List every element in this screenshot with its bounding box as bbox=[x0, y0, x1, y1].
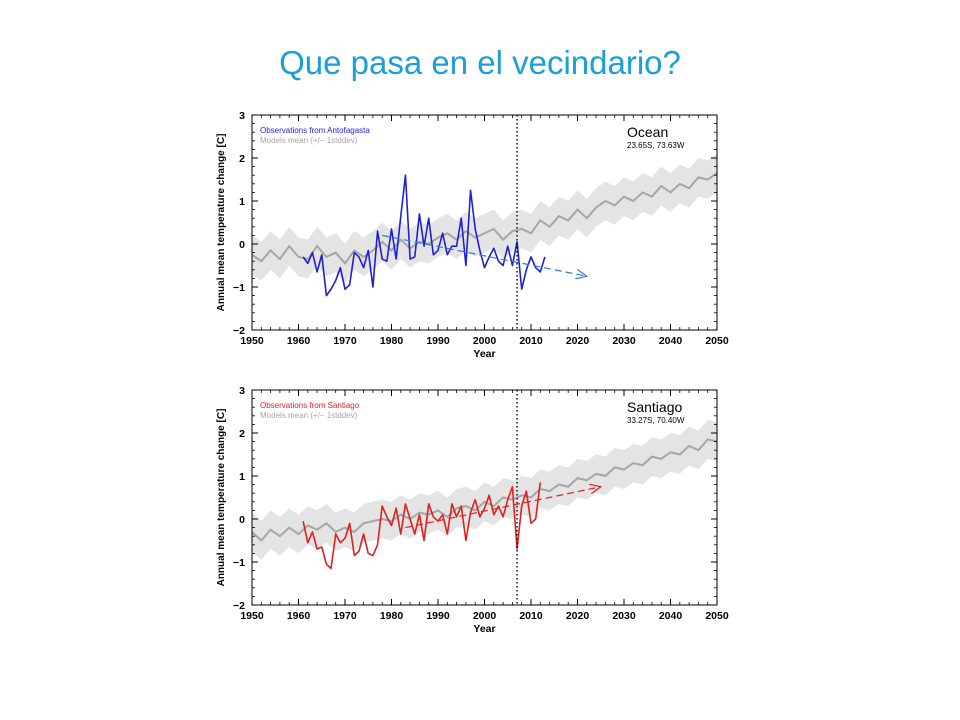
x-tick-label: 1990 bbox=[426, 610, 450, 622]
model-mean-line bbox=[251, 438, 718, 542]
x-tick-label: 2010 bbox=[519, 610, 543, 622]
legend-models: Models mean (+/− 1stddev) bbox=[260, 136, 358, 145]
x-tick-label: 2030 bbox=[612, 335, 636, 347]
x-tick-label: 1980 bbox=[380, 610, 404, 622]
trend-arrow bbox=[405, 487, 600, 529]
x-tick-label: 1980 bbox=[380, 335, 404, 347]
x-tick-label: 1950 bbox=[240, 335, 264, 347]
x-tick-label: 2040 bbox=[659, 335, 683, 347]
y-axis-label: Annual mean temperature change [C] bbox=[216, 409, 227, 587]
x-tick-label: 2020 bbox=[566, 335, 590, 347]
y-tick-label: −2 bbox=[233, 325, 245, 337]
y-tick-label: −2 bbox=[233, 600, 245, 612]
place-label: Ocean bbox=[627, 124, 668, 140]
y-tick-label: 1 bbox=[239, 471, 245, 483]
x-tick-label: 1960 bbox=[287, 610, 311, 622]
x-tick-label: 1970 bbox=[333, 335, 357, 347]
place-label: Santiago bbox=[627, 399, 682, 415]
slide-title: Que pasa en el vecindario? bbox=[279, 44, 681, 81]
y-tick-label: 0 bbox=[239, 514, 245, 526]
coordinates-label: 23.65S, 73.63W bbox=[627, 141, 685, 150]
y-tick-label: 3 bbox=[239, 110, 245, 122]
ocean-temperature-chart: 1950 1960 1970 1980 1990 2000 2010 2020 2030 2040… bbox=[216, 110, 729, 360]
model-mean-line bbox=[251, 172, 718, 265]
x-tick-label: 2050 bbox=[705, 335, 729, 347]
x-tick-label: 2050 bbox=[705, 610, 729, 622]
observations-line bbox=[302, 174, 546, 297]
x-tick-label: 2020 bbox=[566, 610, 590, 622]
legend-observations: Observations from Santiago bbox=[260, 401, 360, 410]
model-spread-band bbox=[252, 420, 717, 560]
observations-line bbox=[302, 482, 542, 570]
y-tick-label: 0 bbox=[239, 239, 245, 251]
legend-observations: Observations from Antofagasta bbox=[260, 126, 370, 135]
x-tick-label: 2030 bbox=[612, 610, 636, 622]
y-tick-label: 2 bbox=[239, 428, 245, 440]
y-tick-label: 1 bbox=[239, 196, 245, 208]
x-axis-label: Year bbox=[473, 348, 495, 360]
y-tick-label: 3 bbox=[239, 385, 245, 397]
x-tick-label: 2040 bbox=[659, 610, 683, 622]
y-axis-label: Annual mean temperature change [C] bbox=[216, 134, 227, 312]
x-tick-label: 1960 bbox=[287, 335, 311, 347]
x-tick-label: 1950 bbox=[240, 610, 264, 622]
santiago-temperature-chart: 1950 1960 1970 1980 1990 2000 2010 2020 2030 2040… bbox=[216, 385, 729, 635]
y-tick-label: −1 bbox=[233, 557, 245, 569]
y-tick-label: −1 bbox=[233, 282, 245, 294]
trend-arrow bbox=[382, 234, 587, 276]
x-tick-label: 2000 bbox=[473, 335, 497, 347]
x-tick-label: 2000 bbox=[473, 610, 497, 622]
x-tick-label: 1990 bbox=[426, 335, 450, 347]
coordinates-label: 33.27S, 70.40W bbox=[627, 416, 685, 425]
y-tick-label: 2 bbox=[239, 153, 245, 165]
model-spread-band bbox=[252, 153, 717, 283]
x-tick-label: 1970 bbox=[333, 610, 357, 622]
x-axis-label: Year bbox=[473, 623, 495, 635]
legend-models: Models mean (+/− 1stddev) bbox=[260, 411, 358, 420]
x-tick-label: 2010 bbox=[519, 335, 543, 347]
